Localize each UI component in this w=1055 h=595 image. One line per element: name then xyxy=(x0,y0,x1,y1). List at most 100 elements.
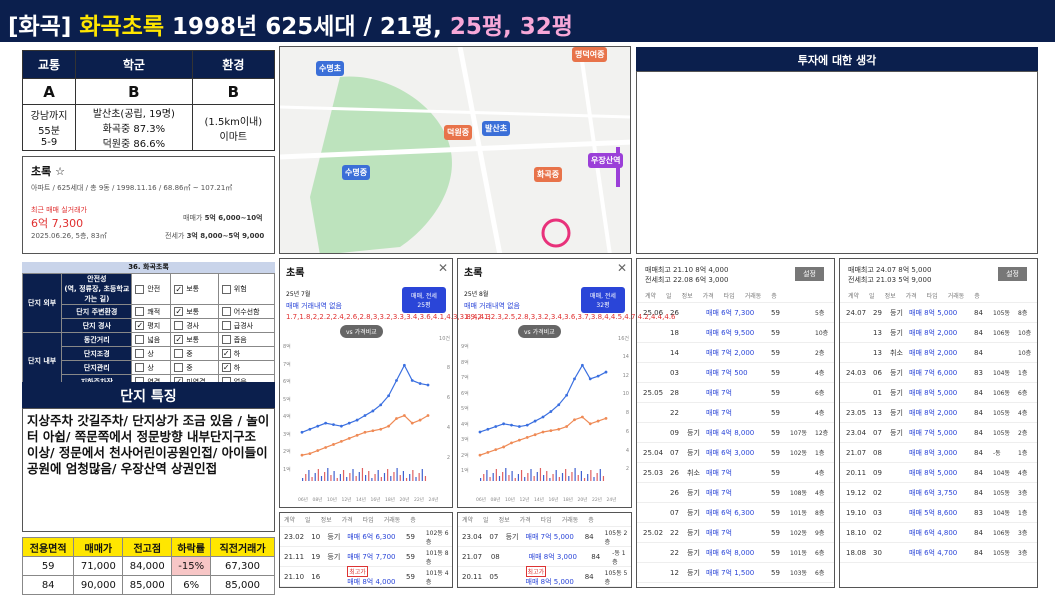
side-row[interactable]: 22 등기 매매 6억 8,000 59 101동 6층 xyxy=(637,543,834,563)
map-marker[interactable]: 우장산역 xyxy=(588,153,624,168)
checklist-option[interactable]: ✓ 보통 xyxy=(170,273,219,305)
checklist-option[interactable]: ✓ 보통 xyxy=(170,304,219,319)
side-row[interactable]: 01 등기 매매 8억 5,000 84 106동 6층 xyxy=(840,383,1037,403)
checkbox-icon[interactable] xyxy=(174,321,184,330)
side-row[interactable]: 18.08 30 매매 6억 4,700 84 105동 3층 xyxy=(840,543,1037,563)
side-row[interactable]: 23.05 13 등기 매매 8억 2,000 84 105동 4층 xyxy=(840,403,1037,423)
checkbox-icon[interactable] xyxy=(174,363,184,372)
side-row[interactable]: 21.07 08 매매 8억 3,000 84 -동 1층 xyxy=(840,443,1037,463)
checklist-option[interactable]: 어수선함 xyxy=(217,304,276,319)
settings-button[interactable]: 설정 xyxy=(795,267,824,281)
side-row[interactable]: 13 등기 매매 8억 2,000 84 106동 10층 xyxy=(840,323,1037,343)
deal-row[interactable]: 23.04 07 등기 매매 7억 5,000 84 105동 2층 xyxy=(458,527,631,547)
checklist-option[interactable]: ✓ 하 xyxy=(217,360,276,375)
checked-box-icon[interactable]: ✓ xyxy=(135,321,145,330)
checklist-option[interactable]: 중 xyxy=(170,346,219,361)
checklist-option[interactable]: 중 xyxy=(170,360,219,375)
checkbox-icon[interactable] xyxy=(135,349,145,358)
side-row[interactable]: 18.10 02 매매 6억 4,800 84 106동 3층 xyxy=(840,523,1037,543)
checkbox-icon[interactable] xyxy=(135,363,145,372)
checkbox-icon[interactable] xyxy=(221,284,231,294)
checkbox-icon[interactable] xyxy=(135,284,145,294)
map-marker[interactable]: 수명중 xyxy=(342,165,371,180)
checklist-option[interactable]: 경사 xyxy=(170,318,219,333)
checklist-option[interactable]: 위험 xyxy=(217,273,276,305)
side-row[interactable]: 20.11 09 매매 8억 5,000 84 104동 4층 xyxy=(840,463,1037,483)
side-row[interactable]: 25.04 07 등기 매매 6억 3,000 59 102동 1층 xyxy=(637,443,834,463)
checkbox-icon[interactable] xyxy=(221,321,231,330)
type-selector[interactable]: 매매, 전세 25평 xyxy=(402,287,446,313)
checked-box-icon[interactable]: ✓ xyxy=(174,335,184,344)
checkbox-icon[interactable] xyxy=(135,307,145,316)
price-cell: -15% xyxy=(171,556,212,576)
map-marker[interactable]: 화곡중 xyxy=(534,167,563,182)
checklist-option[interactable]: ✓ 보통 xyxy=(170,332,219,347)
checked-box-icon[interactable]: ✓ xyxy=(174,307,184,316)
deal-row[interactable]: 23.02 10 등기 매매 6억 6,300 59 102동 6층 xyxy=(280,527,452,547)
checklist-option[interactable]: 안전 xyxy=(131,273,172,305)
compare-button[interactable]: vs 가격비교 xyxy=(340,325,383,338)
deal-row[interactable]: 20.11 05 최고가 매매 8억 5,000 84 105동 5층 xyxy=(458,566,631,587)
side-row[interactable]: 12 등기 매매 7억 1,500 59 103동 6층 xyxy=(637,563,834,583)
side-row[interactable]: 13 취소 매매 8억 2,000 84 10층 xyxy=(840,343,1037,363)
side-row[interactable]: 25.03 26 취소 매매 7억 59 4층 xyxy=(637,463,834,483)
close-icon[interactable]: ✕ xyxy=(437,261,448,275)
checkbox-icon[interactable] xyxy=(221,335,231,344)
side-row[interactable]: 26 등기 매매 7억 59 108동 4층 xyxy=(637,483,834,503)
side-row[interactable]: 19.12 02 매매 6억 3,750 84 105동 3층 xyxy=(840,483,1037,503)
map-marker[interactable]: 명덕여중 xyxy=(572,47,608,62)
side-row[interactable]: 19.10 03 매매 5억 8,600 83 104동 1층 xyxy=(840,503,1037,523)
type-selector[interactable]: 매매, 전세 32평 xyxy=(581,287,625,313)
checklist-option[interactable]: 쾌적 xyxy=(131,304,172,319)
side-row[interactable]: 23.04 07 등기 매매 7억 5,000 84 105동 2층 xyxy=(840,423,1037,443)
map-marker[interactable]: 발산초 xyxy=(482,121,511,136)
volume-bar xyxy=(574,468,576,481)
checklist-option[interactable]: 급경사 xyxy=(217,318,276,333)
checked-box-icon[interactable]: ✓ xyxy=(221,349,231,358)
y-tick-left: 3억 xyxy=(283,431,291,438)
side-row[interactable]: 09 등기 매매 4억 8,000 59 107동 12층 xyxy=(637,423,834,443)
deal-row[interactable]: 21.07 08 매매 8억 3,000 84 -동 1층 xyxy=(458,547,631,567)
side-row[interactable]: 24.03 06 등기 매매 7억 6,000 83 104동 1층 xyxy=(840,363,1037,383)
checkbox-icon[interactable] xyxy=(135,335,145,344)
side-cell: 103동 xyxy=(790,570,807,577)
checkbox-icon[interactable] xyxy=(174,349,184,358)
jeonse-point xyxy=(395,417,398,420)
side-cell: 매매 7억 xyxy=(706,408,732,417)
side-row[interactable]: 25.02 22 등기 매매 7억 59 102동 9층 xyxy=(637,523,834,543)
side-cell: 84 xyxy=(974,428,983,437)
settings-button[interactable]: 설정 xyxy=(998,267,1027,281)
checklist-option[interactable]: ✓ 하 xyxy=(217,346,276,361)
compare-button[interactable]: vs 가격비교 xyxy=(518,325,561,338)
side-row[interactable]: 14 매매 7억 2,000 59 2층 xyxy=(637,343,834,363)
deal-row[interactable]: 21.10 16 최고가 매매 8억 4,000 59 101동 4층 xyxy=(280,566,452,587)
side-row[interactable]: 03 매매 7억 500 59 4층 xyxy=(637,363,834,383)
side-cell: 09 xyxy=(873,468,882,477)
checklist-option[interactable]: 좁음 xyxy=(217,332,276,347)
checklist-option[interactable]: 상 xyxy=(131,360,172,375)
side-cell: 등기 xyxy=(687,508,700,517)
deal-row[interactable]: 21.11 19 등기 매매 7억 7,700 59 101동 8층 xyxy=(280,547,452,567)
volume-bar xyxy=(492,473,494,481)
close-icon[interactable]: ✕ xyxy=(616,261,627,275)
side-row[interactable]: 25.06 26 매매 6억 7,300 59 5층 xyxy=(637,303,834,323)
side-cell: 14 xyxy=(670,348,679,357)
side-row[interactable]: 24.07 29 등기 매매 8억 5,000 84 105동 8층 xyxy=(840,303,1037,323)
side-row[interactable]: 25.05 28 매매 7억 59 6층 xyxy=(637,383,834,403)
checklist-option[interactable]: ✓ 평지 xyxy=(131,318,172,333)
side-row[interactable]: 07 등기 매매 6억 6,300 59 101동 8층 xyxy=(637,503,834,523)
map-marker[interactable]: 수명초 xyxy=(316,61,345,76)
map-marker[interactable]: 덕원중 xyxy=(444,125,473,140)
side-cell: 4층 xyxy=(815,490,825,497)
checked-box-icon[interactable]: ✓ xyxy=(221,363,231,372)
checked-box-icon[interactable]: ✓ xyxy=(174,284,184,294)
side-row[interactable]: 18 매매 6억 9,500 59 10층 xyxy=(637,323,834,343)
invest-notes[interactable] xyxy=(636,71,1038,254)
checkbox-icon[interactable] xyxy=(221,307,231,316)
y-tick-right: 4 xyxy=(625,447,629,454)
volume-bar xyxy=(305,474,307,481)
side-row[interactable]: 22 매매 7억 59 4층 xyxy=(637,403,834,423)
checklist-option[interactable]: 상 xyxy=(131,346,172,361)
checklist-option[interactable]: 넓음 xyxy=(131,332,172,347)
